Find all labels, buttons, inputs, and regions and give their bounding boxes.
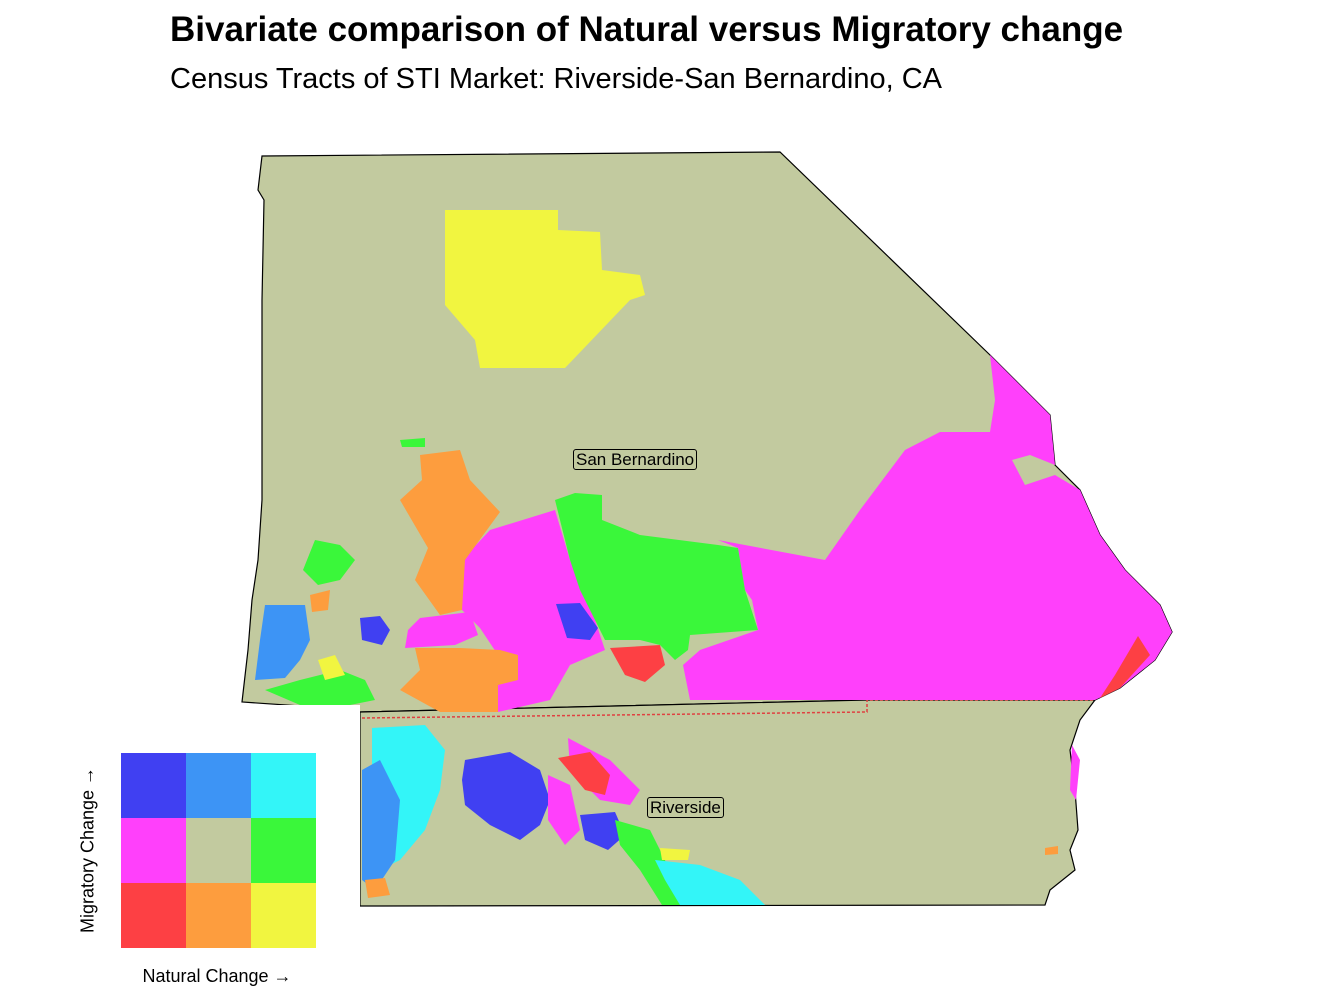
bivariate-legend	[121, 753, 316, 948]
tract-cyan-riverside-south[interactable]	[655, 860, 765, 905]
legend-cell-low-migratory-mid-natural	[186, 883, 251, 948]
tract-yellow-riverside[interactable]	[660, 848, 690, 860]
tract-yellow-north[interactable]	[445, 210, 645, 368]
tract-orange-west-small[interactable]	[310, 590, 330, 612]
legend-cell-high-migratory-low-natural	[121, 753, 186, 818]
tract-red-riverside[interactable]	[558, 752, 610, 795]
tract-magenta-riverside-edge[interactable]	[1070, 745, 1080, 800]
tract-red-central[interactable]	[610, 645, 665, 682]
tract-blue-west[interactable]	[255, 605, 310, 680]
tract-blue-riverside-central[interactable]	[462, 752, 550, 840]
legend-x-axis-label: Natural Change →	[142, 966, 292, 986]
tract-orange-riverside-edge[interactable]	[1045, 846, 1058, 855]
county-label-san-bernardino: San Bernardino	[573, 449, 698, 470]
legend-cell-mid-migratory-high-natural	[251, 818, 316, 883]
county-label-riverside: Riverside	[647, 797, 724, 818]
legend-cell-high-migratory-high-natural	[251, 753, 316, 818]
tract-blue-small-west[interactable]	[360, 616, 390, 645]
tract-magenta-central[interactable]	[462, 510, 605, 712]
legend-cell-high-migratory-mid-natural	[186, 753, 251, 818]
legend-cell-mid-migratory-low-natural	[121, 818, 186, 883]
tract-red-east[interactable]	[1100, 636, 1150, 698]
tract-blue-riverside-east[interactable]	[580, 812, 625, 850]
map-title: Bivariate comparison of Natural versus M…	[170, 10, 1124, 49]
tract-blue-central[interactable]	[556, 603, 598, 640]
tract-orange-riverside[interactable]	[365, 878, 390, 898]
tract-blue-riverside-west[interactable]	[362, 760, 400, 890]
legend-cell-mid-migratory-mid-natural	[186, 818, 251, 883]
tract-magenta-west[interactable]	[405, 612, 478, 648]
legend-y-axis-label: Migratory Change →	[77, 766, 98, 934]
tract-magenta-east[interactable]	[683, 355, 1172, 700]
tract-mixed-west[interactable]	[265, 670, 375, 705]
tract-green-riverside[interactable]	[615, 820, 680, 905]
tract-green-central[interactable]	[555, 493, 758, 660]
tract-green-west-b[interactable]	[400, 438, 425, 447]
legend-cell-low-migratory-high-natural	[251, 883, 316, 948]
tract-orange-south[interactable]	[400, 648, 518, 712]
tract-yellow-west[interactable]	[318, 655, 345, 680]
tract-magenta-riverside[interactable]	[548, 775, 580, 845]
tract-orange-north[interactable]	[400, 450, 500, 615]
legend-cell-low-migratory-low-natural	[121, 883, 186, 948]
map-subtitle: Census Tracts of STI Market: Riverside-S…	[170, 63, 943, 95]
tract-green-west-a[interactable]	[303, 540, 355, 585]
